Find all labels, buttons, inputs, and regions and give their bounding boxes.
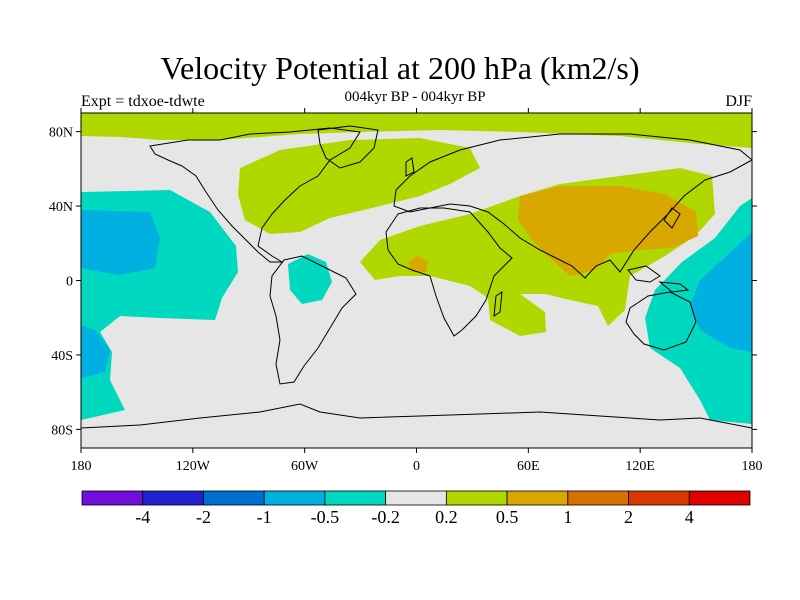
madagascar-coast xyxy=(493,290,503,318)
colorbar-box xyxy=(385,490,447,506)
lon-tick-label: 180 xyxy=(71,459,92,474)
australia-core xyxy=(690,232,752,352)
colorbar-label: -1 xyxy=(257,507,272,527)
colorbar-label: 0.2 xyxy=(435,507,458,527)
australia-coast xyxy=(625,291,697,351)
plot-subtitle: 004kyr BP - 004kyr BP xyxy=(344,89,486,105)
pacific-core-south xyxy=(81,325,110,378)
colorbar-label: 0.5 xyxy=(496,507,519,527)
colorbar-box xyxy=(203,490,265,506)
plot-title: Velocity Potential at 200 hPa (km2/s) xyxy=(160,50,640,86)
antarctica-coast xyxy=(81,403,752,429)
africa-coast xyxy=(385,207,513,337)
lat-tick-label: 40N xyxy=(49,200,73,215)
lat-tick-label: 80N xyxy=(49,126,73,141)
colorbar-label: 1 xyxy=(563,507,572,527)
lat-tick-label: 40S xyxy=(51,349,73,364)
lon-tick-label: 120E xyxy=(625,459,655,474)
colorbar-box xyxy=(324,490,387,506)
colorbar-box xyxy=(628,490,690,506)
colorbar: -4 -2 -1 -0.5 -0.2 0.2 0.5 1 2 4 xyxy=(81,490,751,527)
lon-tick-label: 120W xyxy=(176,459,211,474)
north-atlantic-positive xyxy=(238,138,480,234)
colorbar-label: -4 xyxy=(135,507,150,527)
greenland-coast xyxy=(317,125,379,169)
colorbar-box xyxy=(81,490,144,506)
west-africa-core xyxy=(408,256,428,272)
asia-core xyxy=(518,186,698,276)
lon-tick-label: 60W xyxy=(291,459,319,474)
colorbar-box xyxy=(567,490,629,506)
longitude-axis: 180 120W 60W 0 60E 120E 180 xyxy=(71,108,763,474)
colorbar-box xyxy=(506,490,569,506)
colorbar-label: -0.5 xyxy=(311,507,340,527)
colorbar-label: -0.2 xyxy=(371,507,400,527)
south-america-coast xyxy=(269,255,357,385)
lon-tick-label: 0 xyxy=(413,459,420,474)
eurasia-coast xyxy=(393,133,752,279)
lat-tick-label: 80S xyxy=(51,423,73,438)
experiment-label: Expt = tdxoe-tdwte xyxy=(81,93,205,110)
colorbar-box xyxy=(263,490,326,506)
lon-tick-label: 180 xyxy=(742,459,763,474)
maritime-continent-coast xyxy=(627,265,690,293)
map-panel xyxy=(81,113,752,448)
pacific-core xyxy=(81,210,160,275)
arctic-positive-band xyxy=(81,113,752,148)
colorbar-label: 4 xyxy=(685,507,694,527)
uk-coast xyxy=(405,157,415,177)
latitude-axis: 80N 40N 0 40S 80S xyxy=(49,126,757,438)
colorbar-label: -2 xyxy=(196,507,211,527)
coastlines xyxy=(81,125,752,429)
colorbar-label: 2 xyxy=(624,507,633,527)
colorbar-box xyxy=(445,490,508,506)
lat-tick-label: 0 xyxy=(66,275,73,290)
brazil-negative xyxy=(288,254,332,304)
colorbar-box xyxy=(142,490,204,506)
colorbar-box xyxy=(688,490,751,506)
lon-tick-label: 60E xyxy=(517,459,540,474)
season-label: DJF xyxy=(725,93,752,110)
north-america-coast xyxy=(149,127,361,263)
japan-coast xyxy=(663,207,681,229)
